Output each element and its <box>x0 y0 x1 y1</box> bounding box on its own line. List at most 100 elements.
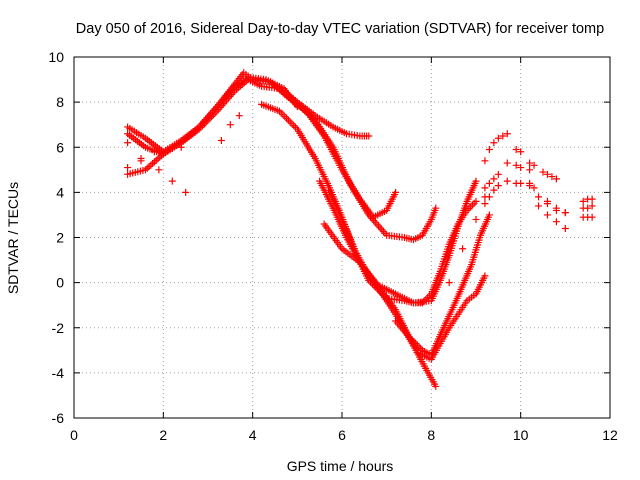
data-point <box>379 228 387 236</box>
data-point <box>459 245 467 253</box>
data-series <box>124 76 440 244</box>
data-point <box>526 179 534 187</box>
data-series <box>124 73 301 178</box>
data-series <box>579 195 596 205</box>
data-point <box>588 195 596 203</box>
data-point <box>485 146 493 154</box>
data-point <box>468 201 476 209</box>
y-tick-label: -4 <box>52 365 65 381</box>
data-point <box>432 204 440 212</box>
data-point <box>490 186 498 194</box>
data-series <box>543 197 569 217</box>
data-series <box>280 87 373 140</box>
data-point <box>535 202 543 210</box>
axis-ticks: 0 2 4 6 8 10 12 -6 -4 -2 0 2 4 6 8 10 <box>48 49 618 443</box>
x-tick-label: 10 <box>513 427 529 443</box>
data-point <box>485 179 493 187</box>
data-point <box>526 159 534 167</box>
y-tick-label: -6 <box>52 410 65 426</box>
data-point <box>182 188 190 196</box>
data-point <box>552 175 560 183</box>
data-point <box>156 153 164 161</box>
data-point <box>432 382 440 390</box>
data-point <box>470 199 478 207</box>
x-tick-label: 12 <box>602 427 618 443</box>
data-point <box>494 182 502 190</box>
data-point <box>481 200 489 208</box>
data-point <box>378 226 386 234</box>
data-point <box>539 168 547 176</box>
y-tick-label: 2 <box>56 230 64 246</box>
y-tick-label: 0 <box>56 275 64 291</box>
data-point <box>588 202 596 210</box>
data-point <box>177 143 185 151</box>
data-point <box>561 224 569 232</box>
data-series <box>124 139 190 196</box>
data-point <box>286 118 294 126</box>
data-series <box>535 202 569 232</box>
data-series <box>579 213 596 221</box>
data-point <box>150 148 158 156</box>
data-series <box>481 170 502 192</box>
x-tick-label: 0 <box>70 427 78 443</box>
data-point <box>548 173 556 181</box>
data-point <box>154 155 162 163</box>
x-tick-label: 4 <box>249 427 257 443</box>
data-point <box>284 116 292 124</box>
data-point <box>168 177 176 185</box>
data-point <box>155 166 163 174</box>
data-point <box>150 158 158 166</box>
data-point <box>517 179 525 187</box>
x-axis-label: GPS time / hours <box>287 458 394 474</box>
data-point <box>290 122 298 130</box>
data-point <box>543 211 551 219</box>
data-point <box>579 197 587 205</box>
data-point <box>375 222 383 230</box>
data-point <box>281 113 289 121</box>
y-tick-label: 10 <box>48 49 64 65</box>
data-point <box>494 170 502 178</box>
data-point <box>124 139 132 147</box>
data-point <box>472 177 480 185</box>
data-point <box>588 213 596 221</box>
data-series <box>481 182 502 208</box>
data-point <box>288 120 296 128</box>
data-point <box>503 130 511 138</box>
y-axis-label: SDTVAR / TECUs <box>5 182 21 294</box>
y-tick-label: 8 <box>56 94 64 110</box>
data-point <box>512 161 520 169</box>
data-series <box>445 193 489 287</box>
data-point <box>149 159 157 167</box>
data-point <box>517 164 525 172</box>
chart-title: Day 050 of 2016, Sidereal Day-to-day VTE… <box>76 21 604 37</box>
data-point <box>490 139 498 147</box>
data-series <box>579 202 596 212</box>
data-series <box>539 168 560 183</box>
data-point <box>137 155 145 163</box>
data-point <box>124 164 132 172</box>
data-point <box>424 294 432 302</box>
data-series <box>124 143 185 172</box>
data-point <box>485 193 493 201</box>
data-series <box>503 177 538 192</box>
data-points <box>124 69 596 390</box>
data-point <box>164 146 172 154</box>
data-point <box>392 188 400 196</box>
data-point <box>561 209 569 217</box>
data-point <box>485 211 493 219</box>
data-series <box>503 130 538 169</box>
grid-lines <box>74 57 610 418</box>
data-point <box>512 146 520 154</box>
data-point <box>481 157 489 165</box>
data-point <box>283 114 291 122</box>
data-point <box>217 136 225 144</box>
data-point <box>226 121 234 129</box>
data-point <box>490 175 498 183</box>
data-point <box>235 112 243 120</box>
data-point <box>526 166 534 174</box>
data-point <box>472 197 480 205</box>
data-point <box>535 193 543 201</box>
data-point <box>292 123 300 131</box>
data-point <box>147 161 155 169</box>
